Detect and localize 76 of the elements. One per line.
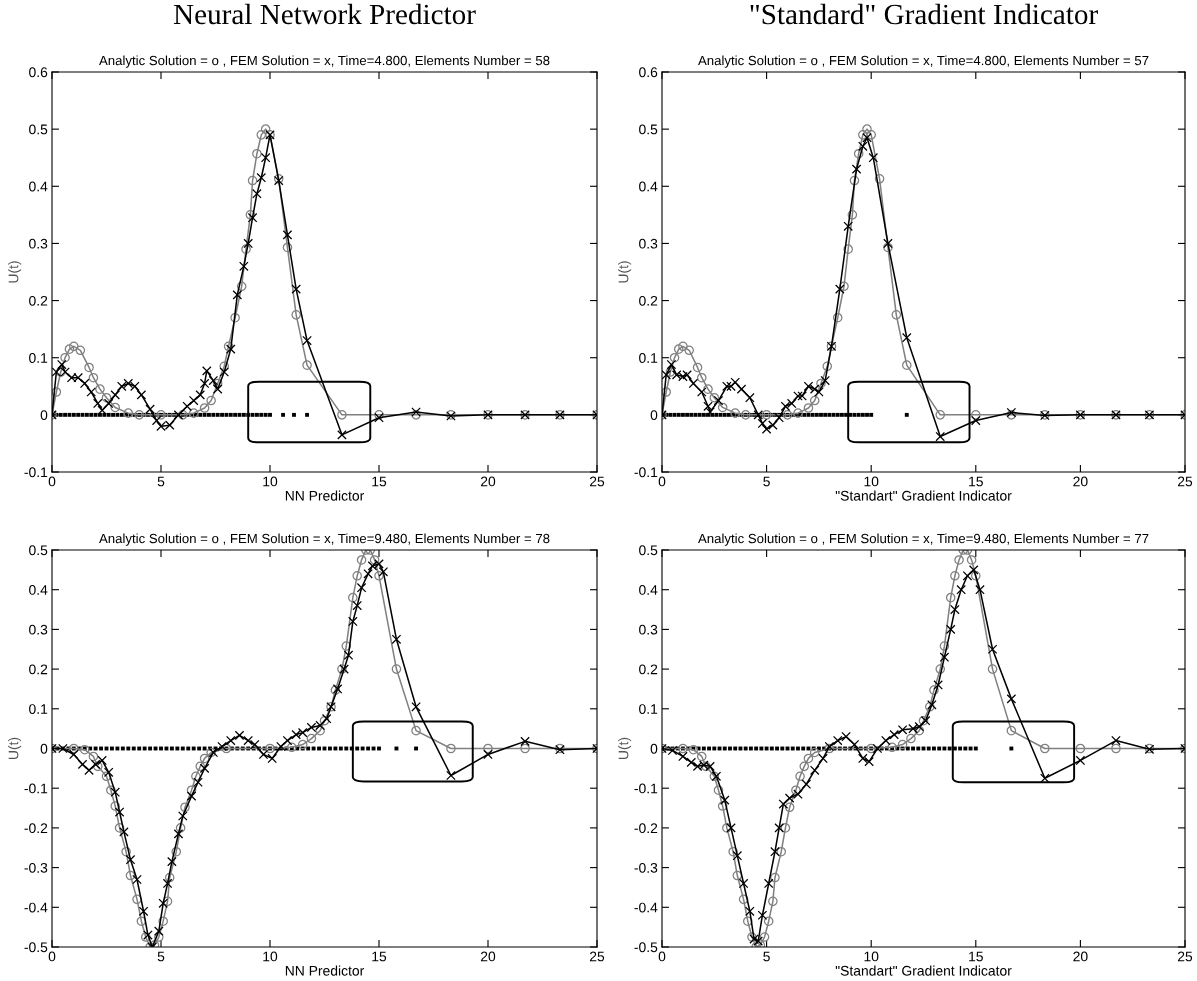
- y-tick-label: 0.2: [639, 664, 658, 675]
- x-tick-label: 15: [372, 951, 387, 962]
- x-tick-label: 0: [658, 476, 666, 487]
- y-tick-label: 0.3: [29, 624, 48, 635]
- chart-title: Analytic Solution = o , FEM Solution = x, Time=9.480, Elements Number = 77: [698, 533, 1149, 546]
- y-tick-label: 0.6: [639, 67, 658, 78]
- y-tick-label: -0.2: [634, 823, 658, 834]
- y-tick-label: 0.4: [29, 181, 48, 192]
- y-axis-title: U(t): [618, 261, 632, 283]
- y-tick-label: 0.1: [29, 704, 48, 714]
- y-tick-label: 0.2: [29, 664, 48, 675]
- y-tick-label: -0.3: [24, 862, 48, 873]
- x-axis-title: NN Predictor: [285, 965, 365, 976]
- chart-subtitle: Analytic Solution = o , FEM Solution = x, Time=4.800, Elements Number = 58: [99, 55, 550, 68]
- x-tick-label: 15: [372, 476, 387, 487]
- y-tick-label: 0: [650, 743, 658, 754]
- y-tick-label: 0: [40, 743, 48, 754]
- x-tick-label: 10: [864, 951, 879, 962]
- y-tick-label: 0.2: [29, 295, 48, 306]
- chart-subtitle: Analytic Solution = o , FEM Solution = x, Time=4.800, Elements Number = 57: [698, 55, 1149, 68]
- x-tick-label: 10: [263, 476, 278, 487]
- x-tick-label: 0: [48, 476, 56, 487]
- y-tick-label: -0.5: [24, 942, 48, 953]
- y-tick-label: 0.6: [29, 67, 48, 78]
- y-tick-label: 0.1: [639, 704, 658, 714]
- x-tick-label: 10: [263, 951, 278, 962]
- y-tick-label: -0.1: [24, 467, 48, 478]
- y-tick-label: -0.4: [634, 902, 658, 913]
- y-tick-label: 0: [650, 410, 658, 421]
- x-tick-label: 0: [658, 951, 666, 962]
- x-tick-label: 0: [48, 951, 56, 962]
- x-axis-title: NN Predictor: [285, 490, 365, 501]
- x-tick-label: 25: [1177, 951, 1193, 962]
- x-tick-label: 15: [969, 476, 983, 487]
- x-tick-label: 20: [1073, 951, 1088, 962]
- x-tick-label: 10: [864, 476, 879, 487]
- y-tick-label: 0.1: [639, 353, 658, 363]
- y-tick-label: -0.5: [634, 942, 658, 953]
- x-tick-label: 25: [589, 951, 605, 962]
- x-axis-title: "Standart" Gradient Indicator: [835, 490, 1012, 501]
- x-tick-label: 15: [969, 951, 983, 962]
- y-tick-label: 0.3: [639, 238, 658, 249]
- y-tick-label: -0.1: [634, 783, 658, 794]
- y-tick-label: -0.3: [634, 862, 658, 873]
- x-tick-label: 25: [589, 476, 605, 487]
- x-tick-label: 5: [157, 476, 165, 487]
- y-tick-label: 0.2: [639, 295, 658, 306]
- x-tick-label: 5: [157, 951, 165, 962]
- chart-title: Analytic Solution = o , FEM Solution = x, Time=9.480, Elements Number = 78: [99, 533, 550, 546]
- x-tick-label: 20: [1073, 476, 1088, 487]
- y-axis-title: U(t): [618, 737, 632, 759]
- y-tick-label: 0.5: [639, 124, 658, 135]
- y-tick-label: 0.3: [639, 624, 658, 635]
- x-tick-label: 20: [480, 476, 496, 487]
- chart-title: Neural Network Predictor: [173, 3, 476, 25]
- y-tick-label: 0: [40, 410, 48, 421]
- y-tick-label: 0.5: [29, 545, 48, 556]
- y-tick-label: 0.1: [29, 353, 48, 363]
- y-axis-title: U(t): [8, 737, 22, 759]
- y-tick-label: -0.1: [634, 467, 658, 478]
- y-tick-label: -0.4: [24, 902, 48, 913]
- x-tick-label: 5: [763, 951, 770, 962]
- chart-title: "Standard" Gradient Indicator: [750, 3, 1098, 25]
- x-tick-label: 20: [480, 951, 496, 962]
- x-axis-title: "Standart" Gradient Indicator: [835, 965, 1012, 976]
- y-tick-label: 0.5: [639, 545, 658, 556]
- y-tick-label: 0.4: [639, 181, 658, 192]
- x-tick-label: 5: [763, 476, 770, 487]
- x-tick-label: 25: [1177, 476, 1193, 487]
- y-tick-label: 0.4: [639, 585, 658, 595]
- y-tick-label: 0.4: [29, 585, 48, 595]
- y-tick-label: 0.3: [29, 238, 48, 249]
- y-tick-label: 0.5: [29, 124, 48, 135]
- y-tick-label: -0.2: [24, 823, 48, 834]
- y-axis-title: U(t): [8, 261, 22, 283]
- y-tick-label: -0.1: [24, 783, 48, 794]
